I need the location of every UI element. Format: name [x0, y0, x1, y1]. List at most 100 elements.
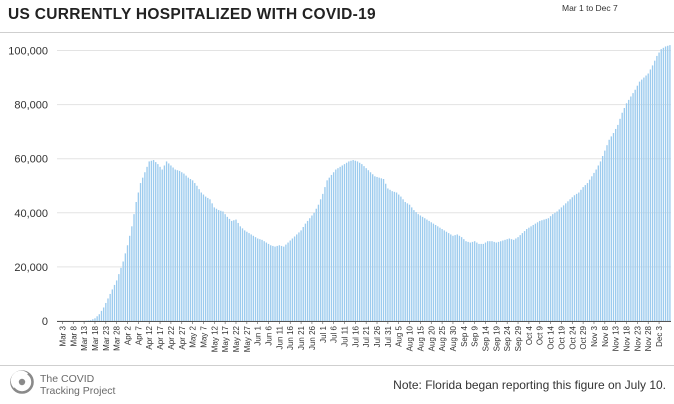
x-tick-label: May 22 [232, 325, 241, 352]
x-tick-label: Jul 21 [362, 325, 371, 347]
bar [335, 169, 337, 321]
header-divider [0, 32, 674, 33]
bar [636, 85, 639, 321]
bar [124, 253, 127, 321]
x-tick-label: Mar 28 [113, 325, 122, 350]
bar [189, 179, 192, 321]
x-tick-label: Jul 6 [330, 325, 339, 342]
bar [230, 220, 233, 321]
x-tick-label: Jun 11 [275, 325, 284, 349]
bar [298, 232, 300, 321]
bar [578, 192, 580, 321]
x-tick-label: May 7 [199, 325, 208, 347]
bar [569, 199, 571, 321]
x-tick-label: Nov 23 [633, 325, 642, 351]
date-range-label: Mar 1 to Dec 7 [562, 3, 618, 13]
bar [198, 189, 200, 321]
bar [96, 316, 98, 321]
bar [376, 176, 378, 321]
bar [352, 160, 354, 321]
y-tick-label: 40,000 [14, 208, 48, 220]
bar [478, 243, 480, 321]
bar [374, 176, 376, 321]
bar [628, 99, 630, 321]
x-tick-label: May 2 [189, 325, 198, 347]
bar [202, 194, 205, 321]
bar [367, 170, 370, 321]
y-tick-label: 80,000 [14, 100, 48, 112]
bar [623, 108, 626, 321]
bar [213, 207, 215, 321]
bars-layer [85, 45, 671, 322]
bar [328, 177, 330, 321]
bar [658, 52, 660, 322]
bar [102, 307, 105, 321]
bar [139, 183, 142, 321]
bar [337, 168, 339, 321]
x-tick-label: Sep 4 [460, 325, 469, 346]
bar [274, 246, 276, 321]
bar [521, 233, 524, 321]
bar [226, 216, 228, 321]
bar [554, 212, 556, 321]
bar [152, 160, 155, 321]
bar [556, 211, 558, 321]
bar [408, 204, 411, 321]
x-tick-label: Jun 1 [254, 325, 263, 345]
bar [291, 238, 294, 321]
x-tick-label: Jul 31 [384, 325, 393, 347]
bar [389, 189, 391, 321]
bar [259, 239, 261, 321]
bar [591, 176, 593, 321]
bar [482, 243, 485, 321]
bar [467, 241, 469, 321]
bar [393, 191, 396, 321]
x-tick-label: Apr 17 [156, 325, 165, 349]
x-tick-label: Apr 22 [167, 325, 176, 349]
footer-divider [0, 365, 674, 366]
bar [146, 166, 148, 321]
bar [454, 235, 456, 321]
x-tick-label: Oct 4 [525, 325, 534, 345]
x-tick-label: Aug 25 [438, 325, 447, 351]
bar [105, 302, 107, 321]
bar [122, 261, 124, 321]
bar [662, 47, 665, 321]
bar [142, 177, 144, 321]
bar [515, 238, 517, 321]
bar [332, 172, 335, 321]
bar [536, 222, 539, 321]
bar [625, 103, 628, 322]
x-tick-label: Sep 29 [514, 325, 523, 351]
bar [354, 160, 356, 321]
bar [508, 238, 511, 321]
bar [131, 226, 133, 321]
x-tick-label: Sep 14 [481, 325, 490, 351]
bar [115, 280, 118, 321]
bar [491, 241, 493, 321]
bar [513, 239, 515, 321]
bar [504, 239, 506, 321]
bar [183, 173, 185, 321]
bar [473, 241, 476, 321]
bar [261, 239, 263, 321]
bar [341, 165, 343, 321]
bar [597, 165, 599, 321]
bar [567, 201, 569, 321]
bar [345, 162, 348, 321]
bar [612, 133, 615, 321]
x-tick-label: Mar 8 [69, 325, 78, 346]
bar [541, 220, 543, 321]
bar [471, 241, 474, 321]
bar [285, 244, 287, 321]
bar [350, 160, 352, 321]
bar [172, 167, 174, 321]
bar [120, 267, 122, 321]
bar [634, 89, 636, 321]
bar [293, 236, 296, 321]
bar [356, 161, 359, 321]
bar [608, 139, 610, 321]
x-tick-label: Sep 19 [492, 325, 501, 351]
bar [599, 161, 602, 321]
